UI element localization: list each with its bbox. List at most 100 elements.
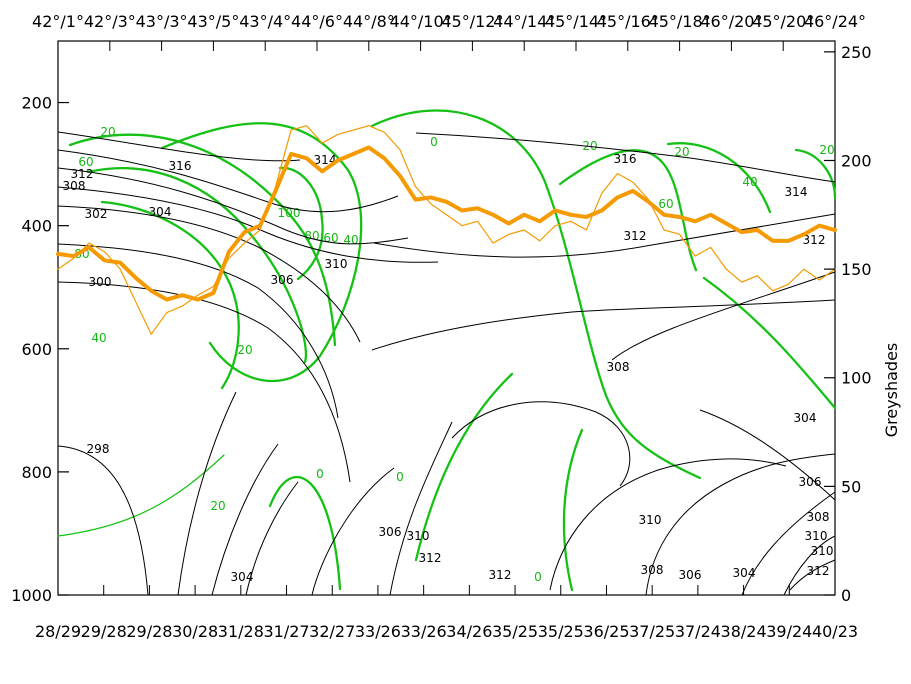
right-axis-tick-label: 150 [841, 260, 872, 279]
black-contour-line [177, 391, 237, 596]
bottom-axis-tick-label: 36/25 [583, 622, 629, 641]
green-contour-label: 80 [304, 229, 319, 243]
green-contour-line [268, 475, 342, 591]
right-axis-tick-label: 0 [841, 586, 851, 605]
bottom-axis-tick-label: 31/28 [218, 622, 264, 641]
top-axis-tick-label: 44°/14° [493, 12, 555, 31]
black-contour-label: 314 [785, 185, 808, 199]
black-contour-line [611, 271, 836, 361]
right-axis-tick-label: 250 [841, 43, 872, 62]
green-contour-label: 0 [534, 570, 542, 584]
right-axis-tick-label: 200 [841, 151, 872, 170]
bottom-axis-tick-label: 37/25 [629, 622, 675, 641]
top-axis-tick-label: 44°/6° [291, 12, 343, 31]
black-contour-line [57, 445, 149, 596]
black-contour-label: 310 [639, 513, 662, 527]
top-axis-tick-label: 43°/3° [136, 12, 188, 31]
black-contour-line [57, 205, 361, 343]
black-contour-line [57, 167, 409, 245]
green-contour-line [57, 454, 225, 537]
green-contour-line [702, 276, 837, 410]
bottom-axis-tick-label: 37/24 [675, 622, 721, 641]
green-contour-label: 20 [100, 125, 115, 139]
black-contour-line [57, 281, 351, 483]
black-contour-label: 298 [87, 442, 110, 456]
top-axis-tick-label: 43°/4° [239, 12, 291, 31]
series-layer [56, 125, 837, 335]
top-axis: 42°/1° 42°/3° 43°/3° 43°/5° 43°/4° 44°/6° 44°/… [32, 12, 866, 51]
top-axis-tick-label: 45°/12° [441, 12, 503, 31]
black-contour-label: 300 [89, 275, 112, 289]
orange-thick-series [56, 145, 837, 302]
green-contour-label: 20 [210, 499, 225, 513]
black-contour-label: 302 [85, 207, 108, 221]
black-contour-line [57, 149, 399, 213]
black-contour-label: 312 [419, 551, 442, 565]
top-axis-tick-label: 44°/10° [390, 12, 452, 31]
bottom-axis-tick-label: 38/24 [721, 622, 767, 641]
green-contour-line [278, 166, 324, 281]
black-contour-line [783, 535, 836, 596]
top-axis-tick-label: 42°/3° [84, 12, 136, 31]
left-axis: 200 400 600 800 1000 [11, 94, 69, 605]
black-contour-line [451, 401, 631, 487]
orange-thin-series [57, 125, 836, 335]
green-contour-label: 20 [237, 343, 252, 357]
black-contour-label: 310 [805, 529, 828, 543]
black-contour-label: 304 [794, 411, 817, 425]
right-axis-tick-label: 50 [841, 477, 861, 496]
green-contour-line [414, 372, 514, 562]
green-contour-line [558, 149, 698, 272]
right-axis: 0 50 100 150 200 250 [824, 43, 872, 605]
green-contour-line [794, 148, 837, 200]
black-contour-line [373, 213, 836, 258]
bottom-axis-tick-label: 29/28 [126, 622, 172, 641]
black-contour-label: 310 [407, 529, 430, 543]
top-axis-tick-label: 46°/20° [700, 12, 762, 31]
green-contour-line [562, 428, 584, 592]
black-contour-line [741, 491, 836, 596]
green-contour-label: 20 [674, 145, 689, 159]
black-contour-line [311, 467, 395, 596]
bottom-axis-tick-label: 32/27 [309, 622, 355, 641]
black-contour-label: 316 [169, 159, 192, 173]
top-axis-tick-label: 45°/14° [545, 12, 607, 31]
black-contour-label: 312 [624, 229, 647, 243]
black-contour-label: 308 [807, 510, 830, 524]
black-contour-label: 308 [63, 179, 86, 193]
black-contour-label: 306 [679, 568, 702, 582]
top-axis-tick-label: 42°/1° [32, 12, 84, 31]
top-axis-tick-label: 45°/20° [752, 12, 814, 31]
bottom-axis: 28/29 29/28 29/28 30/28 31/28 31/27 32/27 33/26… [35, 585, 858, 641]
green-contour-label: 60 [78, 155, 93, 169]
left-axis-tick-label: 800 [21, 463, 52, 482]
green-contour-line [160, 122, 363, 382]
black-contour-label: 304 [149, 205, 172, 219]
bottom-axis-tick-label: 28/29 [35, 622, 81, 641]
bottom-axis-tick-label: 34/26 [446, 622, 492, 641]
black-contour-label: 304 [231, 570, 254, 584]
green-contour-label: 20 [819, 143, 834, 157]
top-axis-tick-label: 46°/24° [804, 12, 866, 31]
black-contour-label: 306 [271, 273, 294, 287]
green-contour-line [100, 200, 240, 390]
top-axis-tick-label: 45°/16° [597, 12, 659, 31]
black-contour-label: 312 [489, 568, 512, 582]
bottom-axis-tick-label: 40/23 [812, 622, 858, 641]
black-contour-label: 308 [607, 360, 630, 374]
top-axis-tick-label: 45°/18° [649, 12, 711, 31]
green-contour-line [370, 109, 702, 480]
left-axis-tick-label: 200 [21, 94, 52, 113]
green-contour-line [666, 142, 772, 214]
black-contour-line [789, 559, 836, 591]
bottom-axis-tick-label: 33/26 [401, 622, 447, 641]
left-axis-tick-label: 1000 [11, 586, 52, 605]
green-contour-label: 0 [430, 135, 438, 149]
black-contour-line [371, 299, 836, 351]
bottom-axis-tick-label: 33/26 [355, 622, 401, 641]
bottom-axis-tick-label: 30/28 [172, 622, 218, 641]
